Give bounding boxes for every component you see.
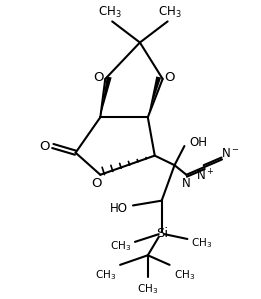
Text: CH$_3$: CH$_3$ <box>98 4 122 19</box>
Text: OH: OH <box>189 136 207 149</box>
Text: CH$_3$: CH$_3$ <box>137 282 158 296</box>
Text: CH$_3$: CH$_3$ <box>95 269 116 283</box>
Text: CH$_3$: CH$_3$ <box>110 239 131 253</box>
Text: O: O <box>40 140 50 152</box>
Text: O: O <box>164 71 175 83</box>
Text: HO: HO <box>110 202 128 215</box>
Text: O: O <box>93 71 104 83</box>
Text: N$^+$: N$^+$ <box>196 168 215 183</box>
Text: CH$_3$: CH$_3$ <box>158 4 181 19</box>
Polygon shape <box>100 77 112 117</box>
Text: CH$_3$: CH$_3$ <box>191 236 212 250</box>
Text: CH$_3$: CH$_3$ <box>174 269 195 283</box>
Text: N$^-$: N$^-$ <box>221 147 239 160</box>
Text: Si: Si <box>157 227 169 240</box>
Polygon shape <box>148 77 161 117</box>
Text: N: N <box>182 177 191 190</box>
Text: O: O <box>91 177 102 190</box>
